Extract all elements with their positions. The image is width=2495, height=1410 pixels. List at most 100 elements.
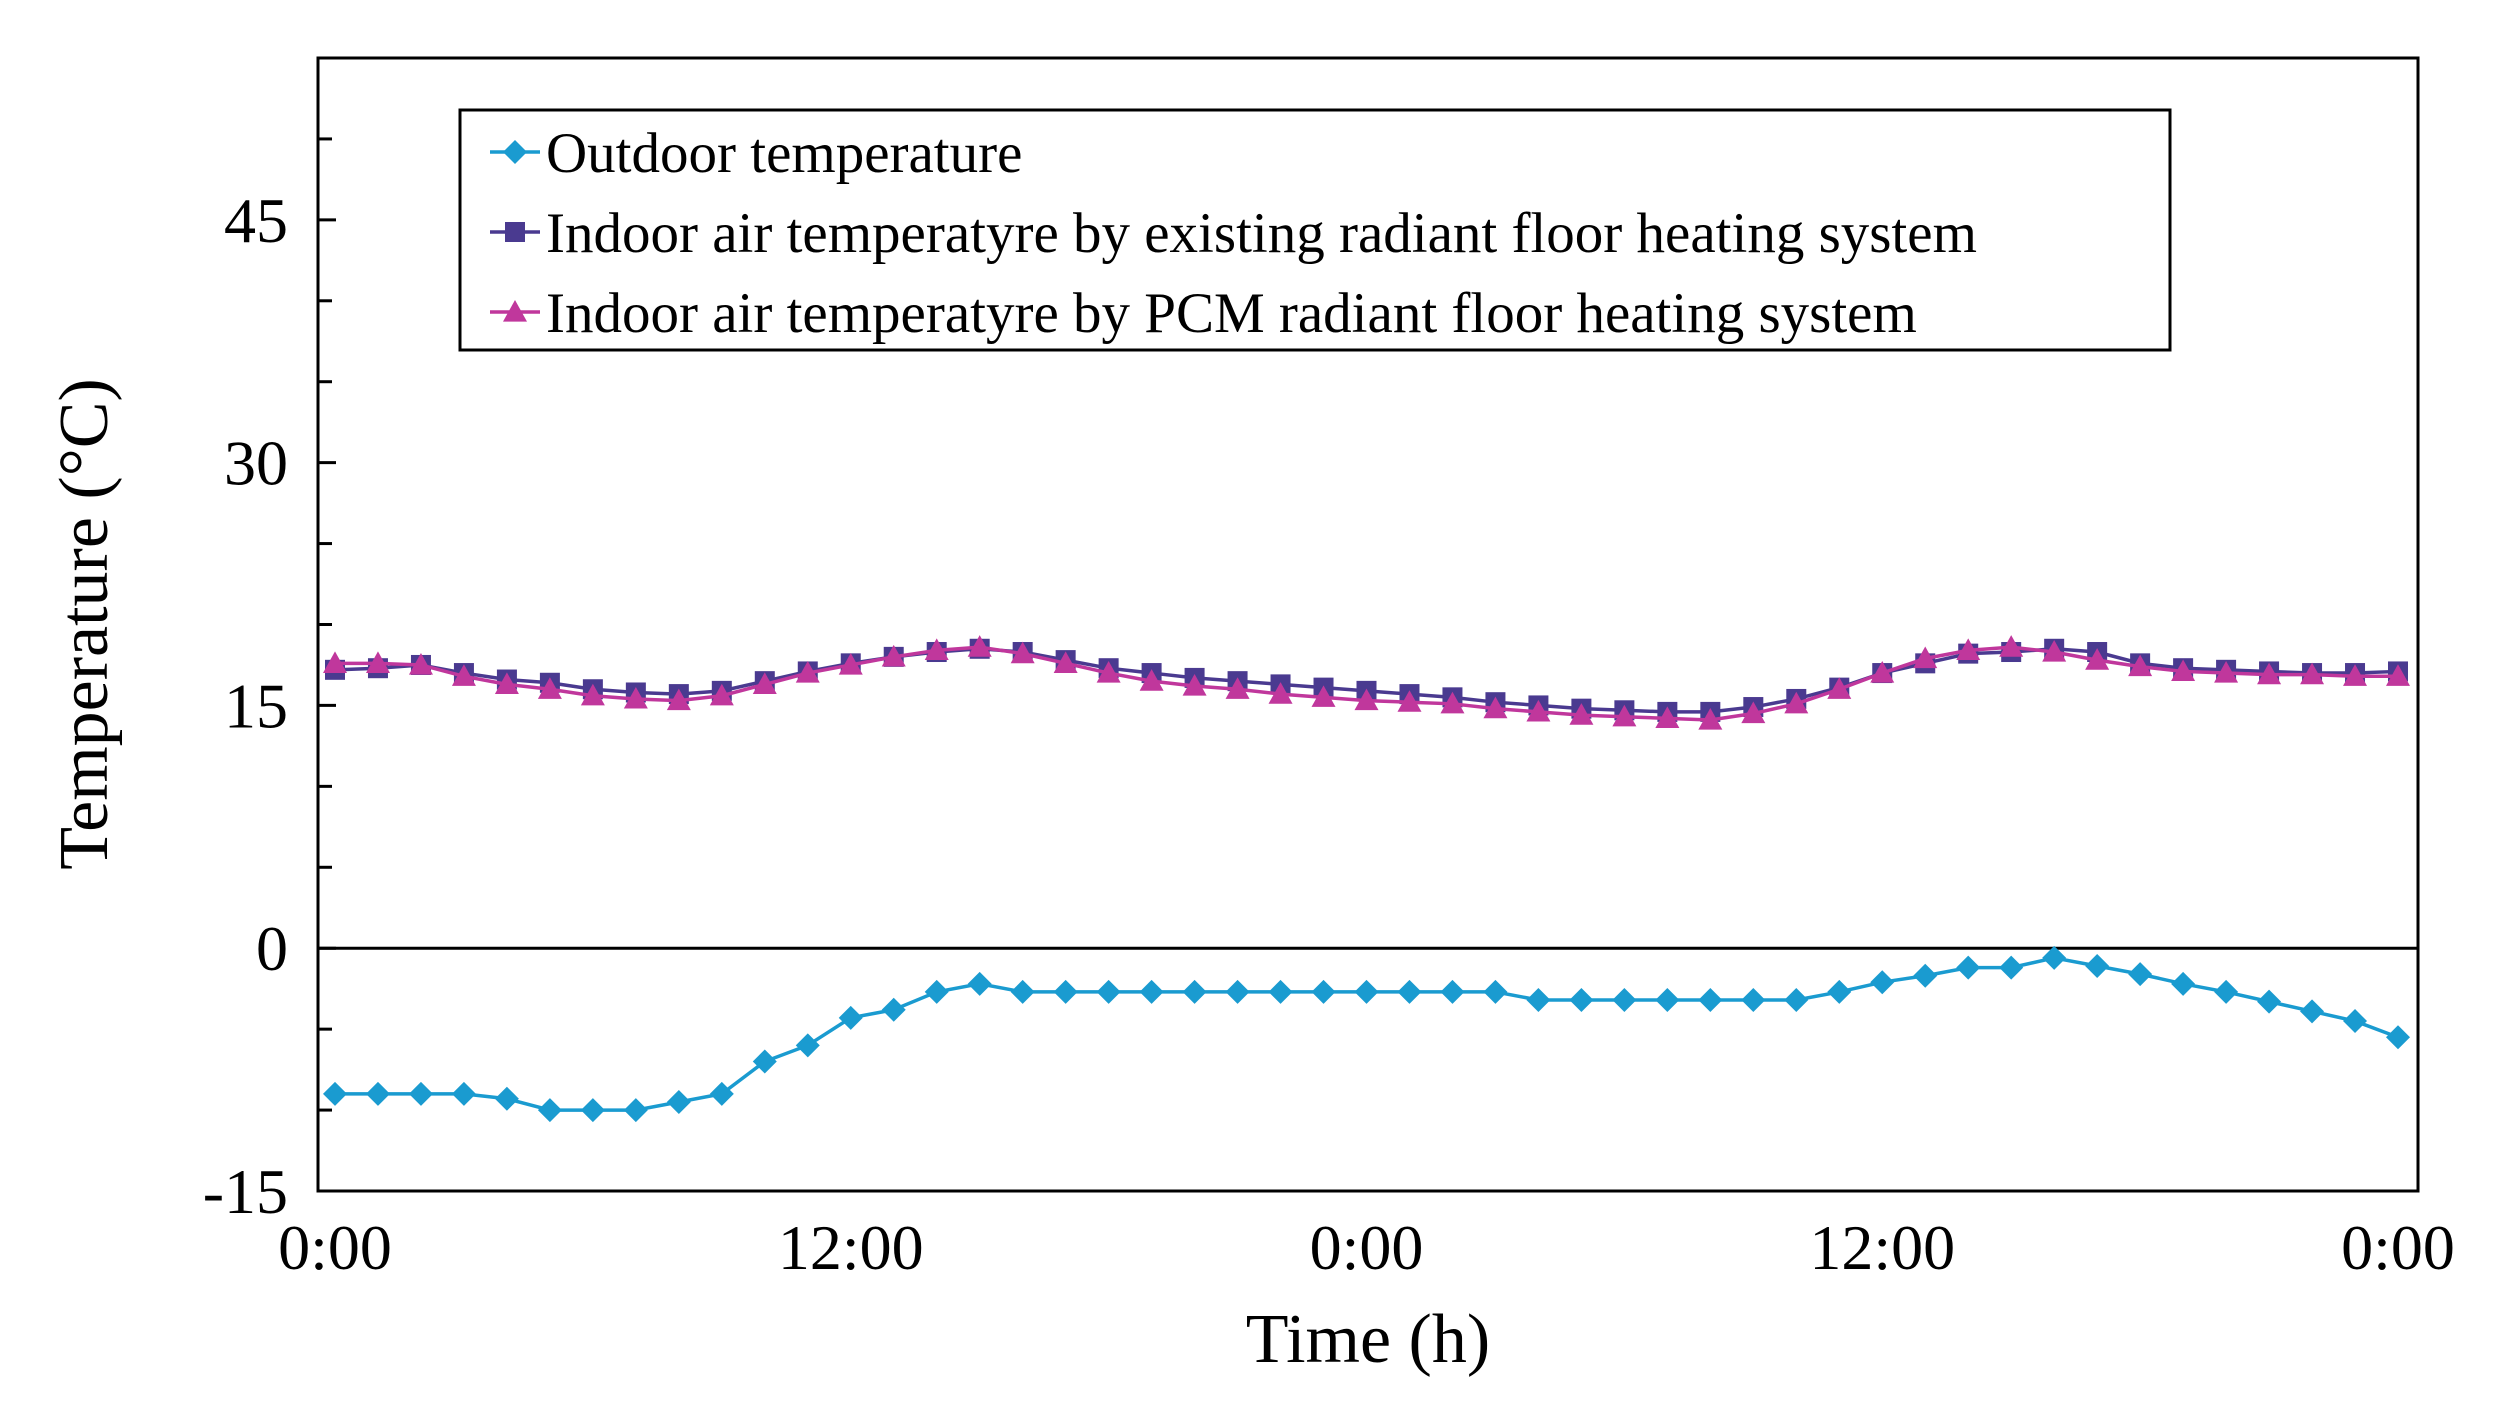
data-point [2085,954,2110,979]
data-point [623,1098,648,1123]
data-point [2128,962,2153,987]
data-point [924,979,949,1004]
legend-marker [505,222,525,242]
data-point [1827,677,1852,699]
data-point [1956,638,1981,660]
data-point [1784,691,1809,714]
data-point [2171,659,2196,682]
data-point [1999,635,2024,657]
data-point [1397,690,1422,712]
legend-marker [503,140,527,164]
legend-label-outdoor: Outdoor temperature [546,122,1022,185]
data-point [1870,970,1895,995]
data-point [2042,640,2067,662]
data-point [1741,988,1766,1013]
data-point [709,683,734,706]
data-point [408,652,433,675]
data-point [1698,988,1723,1013]
data-point [1311,979,1336,1004]
data-point [2085,648,2110,670]
x-tick-label: 0:00 [278,1212,392,1283]
data-point [1096,661,1121,683]
x-axis-title: Time (h) [1246,1301,1490,1378]
data-point [2128,654,2153,677]
x-tick-label: 0:00 [1310,1212,1424,1283]
data-point [1354,979,1379,1004]
data-point [1053,651,1078,673]
series-layer [323,635,2410,1123]
legend-marker [503,300,527,322]
data-point [2257,662,2282,685]
data-point [666,1089,691,1114]
data-point [2171,971,2196,996]
data-point [1913,963,1938,988]
series-pcm [323,635,2410,730]
data-point [623,686,648,709]
data-point [752,672,777,694]
data-point [1225,979,1250,1004]
data-point [1913,646,1938,669]
data-point [1268,682,1293,704]
x-tick-label: 12:00 [1809,1212,1955,1283]
series-outdoor [323,945,2410,1123]
data-point [666,688,691,711]
data-point [1741,701,1766,724]
data-point [1053,979,1078,1004]
data-point [795,661,820,683]
data-point [1397,979,1422,1004]
data-point [967,635,992,657]
tick-labels: -15 0 15 30 45 0:00 12:00 0:00 12:00 0:00 [203,185,2455,1283]
y-tick-label: 30 [224,428,288,499]
data-point [1010,979,1035,1004]
data-point [752,1049,777,1074]
legend-label-existing: Indoor air temperatyre by existing radia… [546,202,1977,265]
data-point [1956,955,1981,980]
data-point [1655,706,1680,728]
data-point [365,651,390,673]
data-point [2214,979,2239,1004]
y-tick-label: 0 [256,913,288,984]
data-point [1612,988,1637,1013]
data-point [1569,988,1594,1013]
data-point [1311,685,1336,707]
data-point [1139,979,1164,1004]
data-point [1010,641,1035,664]
data-point [1526,988,1551,1013]
data-point [323,1081,347,1106]
data-point [1440,691,1465,714]
data-point [1526,699,1551,722]
legend-symbol-outdoor [490,140,540,164]
data-point [494,672,519,694]
data-point [2300,662,2325,685]
legend-symbol-pcm [490,300,540,322]
data-point [1182,674,1207,696]
y-tick-label: 45 [224,185,288,256]
data-point [1354,688,1379,711]
data-point [1698,707,1723,730]
data-point [1612,704,1637,727]
data-point [1999,955,2024,980]
x-tick-label: 0:00 [2341,1212,2455,1283]
data-point [2042,945,2067,970]
data-point [1569,703,1594,725]
data-point [2343,1009,2368,1034]
data-point [881,997,906,1022]
data-point [795,1033,820,1058]
data-point [1784,988,1809,1013]
data-point [1268,979,1293,1004]
plot-area-frame [316,56,2420,1193]
data-point [1870,661,1895,683]
data-point [1182,979,1207,1004]
legend-item-pcm: Indoor air temperatyre by PCM radiant fl… [490,282,1917,345]
legend-item-existing: Indoor air temperatyre by existing radia… [490,202,1977,265]
x-tick-label: 12:00 [778,1212,924,1283]
data-point [2343,664,2368,686]
data-point [451,1081,476,1106]
data-point [323,651,347,673]
data-point [967,971,992,996]
legend-item-outdoor: Outdoor temperature [490,122,1022,185]
legend: Outdoor temperature Indoor air temperaty… [458,108,2172,352]
data-point [1225,677,1250,699]
data-point [537,1098,562,1123]
